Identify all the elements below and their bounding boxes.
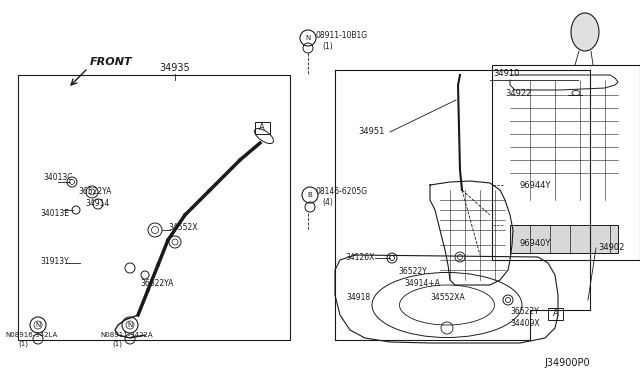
- Text: FRONT: FRONT: [90, 57, 132, 67]
- Bar: [492, 65, 640, 260]
- Text: B: B: [308, 192, 312, 198]
- Text: 34951: 34951: [358, 128, 385, 137]
- Text: N: N: [35, 322, 40, 328]
- Bar: [548, 308, 563, 320]
- Text: A: A: [553, 310, 559, 318]
- Text: (4): (4): [322, 198, 333, 206]
- Text: 96944Y: 96944Y: [519, 180, 550, 189]
- Text: 34552X: 34552X: [168, 224, 198, 232]
- Bar: [510, 225, 618, 253]
- Text: 34914+A: 34914+A: [404, 279, 440, 289]
- Text: N08916-342LA: N08916-342LA: [5, 332, 57, 338]
- Text: 36522YA: 36522YA: [78, 187, 111, 196]
- Text: N: N: [127, 322, 132, 328]
- Text: 31913Y: 31913Y: [40, 257, 68, 266]
- Text: 34910: 34910: [493, 70, 520, 78]
- Text: 08146-6205G: 08146-6205G: [316, 187, 368, 196]
- Text: 34552XA: 34552XA: [430, 294, 465, 302]
- Text: (1): (1): [112, 341, 122, 347]
- Text: 34902: 34902: [598, 244, 625, 253]
- Text: 34409X: 34409X: [510, 318, 540, 327]
- Text: N08911-3422A: N08911-3422A: [100, 332, 152, 338]
- Ellipse shape: [571, 13, 599, 51]
- Bar: [18, 75, 290, 340]
- Text: (1): (1): [18, 341, 28, 347]
- Text: 34013C: 34013C: [43, 173, 72, 183]
- Text: J34900P0: J34900P0: [545, 358, 590, 368]
- Text: 34914: 34914: [85, 199, 109, 208]
- Text: 34918: 34918: [346, 294, 370, 302]
- Text: 34013E: 34013E: [40, 208, 69, 218]
- Bar: [255, 122, 270, 134]
- Text: 96940Y: 96940Y: [519, 238, 550, 247]
- Text: (1): (1): [322, 42, 333, 51]
- Text: 36522Y: 36522Y: [398, 267, 427, 276]
- Text: 34126X: 34126X: [345, 253, 374, 263]
- Text: 36522Y: 36522Y: [510, 308, 539, 317]
- Text: 34922: 34922: [505, 89, 531, 97]
- Text: 36522YA: 36522YA: [140, 279, 173, 289]
- Text: 34935: 34935: [159, 63, 190, 73]
- Text: 08911-10B1G: 08911-10B1G: [316, 31, 368, 39]
- Text: A: A: [259, 124, 265, 132]
- Text: N: N: [305, 35, 310, 41]
